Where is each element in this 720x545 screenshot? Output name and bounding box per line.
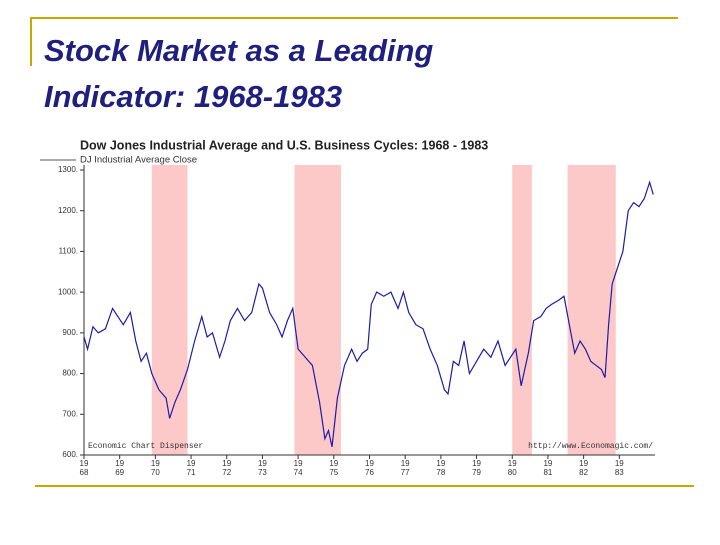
recession-band <box>567 165 616 455</box>
y-tick-label: 600. <box>62 450 78 459</box>
y-tick-label: 900. <box>62 328 78 337</box>
x-tick-label: 19 68 <box>80 459 89 477</box>
y-tick-label: 800. <box>62 369 78 378</box>
x-tick-label: 19 70 <box>151 459 160 477</box>
y-tick-label: 700. <box>62 409 78 418</box>
slide-title: Stock Market as a Leading Indicator: 196… <box>44 33 434 114</box>
x-tick-label: 19 71 <box>187 459 196 477</box>
recession-band <box>294 165 341 455</box>
x-tick-label: 19 74 <box>294 459 303 477</box>
y-tick-label: 1000. <box>58 287 78 296</box>
y-axis-label: DJ Industrial Average Close <box>80 155 197 166</box>
recession-band <box>151 165 188 455</box>
x-tick-label: 19 79 <box>472 459 481 477</box>
x-tick-label: 19 75 <box>329 459 338 477</box>
x-tick-label: 19 82 <box>579 459 588 477</box>
y-tick-label: 1200. <box>58 206 78 215</box>
y-tick-label: 1300. <box>58 165 78 174</box>
slide-title-box: Stock Market as a Leading Indicator: 196… <box>44 33 434 114</box>
annotation: Economic Chart Dispenser <box>88 442 203 451</box>
x-tick-label: 19 78 <box>436 459 445 477</box>
y-tick-label: 1100. <box>59 247 78 256</box>
x-tick-label: 19 83 <box>615 459 624 477</box>
chart-title: Dow Jones Industrial Average and U.S. Bu… <box>80 138 488 152</box>
recession-band <box>512 165 532 455</box>
x-tick-label: 19 80 <box>508 459 517 477</box>
x-tick-label: 19 77 <box>401 459 410 477</box>
x-tick-label: 19 69 <box>115 459 124 477</box>
x-tick-label: 19 81 <box>543 459 552 477</box>
x-tick-label: 19 76 <box>365 459 374 477</box>
data-line <box>83 180 654 447</box>
annotation: http://www.Economagic.com/ <box>528 442 653 451</box>
x-tick-label: 19 73 <box>258 459 267 477</box>
x-tick-label: 19 72 <box>222 459 231 477</box>
